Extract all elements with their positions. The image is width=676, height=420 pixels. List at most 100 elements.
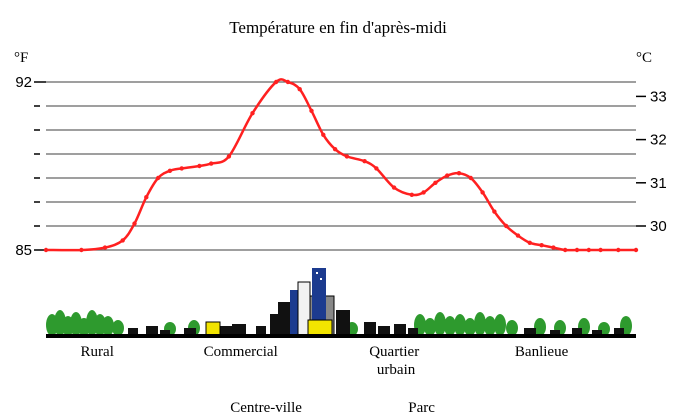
data-point [132,221,137,226]
tree-icon [474,312,486,336]
data-point [226,154,232,159]
left-tick-label: 92 [15,74,32,91]
data-point [362,159,367,164]
data-point [285,79,291,85]
temperature-series [43,78,639,253]
tree-icon [484,316,496,336]
data-point [332,147,338,152]
building [312,268,326,336]
data-point [167,168,173,173]
building [184,328,196,336]
data-point [574,247,580,253]
zone-label-quartier-line1: Quartier [369,344,419,360]
building [205,321,221,337]
tree-icon [534,318,546,336]
tree-icon [464,318,476,336]
building [378,326,390,336]
tree-icon [424,318,436,336]
building [128,328,138,336]
zone-label-parc: Parc [408,400,435,416]
data-point [297,87,302,92]
zone-label-commercial: Commercial [204,344,278,360]
data-point [120,238,125,243]
building [614,328,624,336]
zone-label-rural: Rural [81,344,114,360]
building [160,330,170,336]
data-point [309,108,314,114]
chart-title: Température en fin d'après-midi [229,18,447,37]
tree-icon [494,314,506,336]
left-axis-unit: °F [14,50,28,66]
data-point [515,233,521,238]
building [592,330,602,336]
right-tick-label: 31 [650,175,667,192]
left-tick-label: 85 [15,242,32,259]
building [394,324,406,336]
building [307,319,333,337]
building [572,328,582,336]
data-point [492,209,497,214]
data-point [155,175,161,181]
left-axis: 85 92 [15,74,46,259]
data-point [344,154,350,159]
data-point [179,166,184,171]
zone-label-quartier-line2: urbain [377,362,416,378]
data-point [551,245,556,250]
tree-icon [444,316,456,336]
tree-icon [102,316,114,336]
building [220,326,232,336]
data-point [409,192,414,197]
zone-label-centre-ville: Centre-ville [230,400,302,416]
tree-icon [506,320,518,336]
data-point [321,132,326,137]
data-point [468,175,473,181]
building [524,328,536,336]
building [278,302,290,336]
zone-labels: Rural Commercial Quartier urbain Banlieu… [81,344,569,416]
data-point [209,161,214,166]
zone-label-quartier-urbain: Quartier urbain [369,344,423,378]
right-axis-unit: °C [636,50,652,66]
data-point [504,223,509,229]
building [364,322,376,336]
data-point [144,195,149,200]
tree-icon [454,314,466,336]
data-point [539,243,544,248]
data-point [273,79,279,85]
building-window [320,278,322,280]
data-point [197,163,202,169]
data-point [250,111,255,116]
data-point [79,247,84,253]
data-point [633,247,639,253]
data-point [586,247,591,253]
building [146,326,158,336]
tree-icon [434,312,446,336]
data-point [433,180,438,185]
right-tick-label: 30 [650,218,667,235]
zone-label-banlieue: Banlieue [515,344,569,360]
data-point [616,247,621,253]
building-window [316,272,318,274]
building [408,328,418,336]
data-point [456,171,462,176]
data-point [445,173,450,178]
building [232,324,246,336]
data-point [527,240,532,245]
data-point [374,166,379,171]
city-skyline [46,268,632,337]
data-point [598,247,603,253]
data-point [102,245,108,250]
tree-icon [112,320,124,336]
data-point [563,247,568,253]
building [256,326,266,336]
right-tick-label: 33 [650,88,667,105]
data-point [43,247,49,253]
data-point [421,190,426,195]
data-point [480,190,485,195]
right-axis: 30 31 32 33 [636,88,667,235]
building [336,310,350,336]
right-tick-label: 32 [650,132,667,149]
data-point [391,185,397,190]
building [550,330,560,336]
